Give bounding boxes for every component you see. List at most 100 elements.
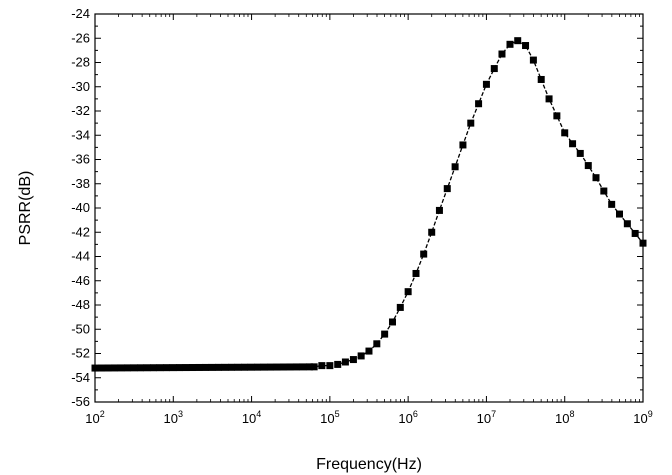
data-marker-dense xyxy=(98,364,105,372)
data-marker xyxy=(600,187,608,195)
y-tick-label: -40 xyxy=(71,200,90,215)
x-tick-label: 102 xyxy=(85,409,104,426)
data-marker xyxy=(420,250,428,258)
y-axis-ticks: -24 -26 -28 -30 -32 -34 -36 -38 -40 -42 -44 -46 -48 -… xyxy=(71,6,643,409)
y-tick-label: -54 xyxy=(71,370,90,385)
data-marker xyxy=(412,269,420,277)
y-tick-label: -36 xyxy=(71,152,90,167)
data-marker-dense xyxy=(176,364,183,372)
data-marker xyxy=(584,162,592,170)
data-marker xyxy=(490,65,498,73)
y-tick-label: -50 xyxy=(71,321,90,336)
data-marker xyxy=(467,119,475,127)
x-tick-label: 108 xyxy=(555,409,574,426)
data-marker-dense xyxy=(130,364,138,372)
data-marker-dense xyxy=(117,364,125,372)
data-marker xyxy=(475,100,483,108)
data-marker-dense xyxy=(228,363,235,371)
data-marker-dense xyxy=(182,364,190,372)
y-tick-label: -32 xyxy=(71,103,90,118)
data-marker xyxy=(365,347,373,355)
data-marker-dense xyxy=(234,363,242,371)
data-marker xyxy=(357,352,365,360)
data-marker-dense xyxy=(169,364,177,372)
data-marker xyxy=(553,112,561,120)
data-marker xyxy=(529,56,537,64)
data-marker-dense xyxy=(202,363,209,371)
y-tick-label: -34 xyxy=(71,127,90,142)
x-tick-label: 109 xyxy=(633,409,652,426)
data-marker xyxy=(451,163,459,171)
y-tick-label: -30 xyxy=(71,79,90,94)
series-psrr xyxy=(91,37,647,372)
data-marker-dense xyxy=(247,363,255,371)
data-marker xyxy=(318,362,326,370)
data-marker-dense xyxy=(143,364,151,372)
data-marker-dense xyxy=(215,363,222,371)
y-tick-label: -48 xyxy=(71,297,90,312)
data-marker xyxy=(608,200,616,208)
data-marker-dense xyxy=(104,364,112,372)
data-marker xyxy=(396,303,404,311)
y-tick-label: -42 xyxy=(71,224,90,239)
data-marker xyxy=(623,220,631,228)
data-marker xyxy=(373,340,381,348)
data-marker-dense xyxy=(293,363,300,371)
data-marker-dense xyxy=(137,364,144,372)
data-marker xyxy=(631,229,639,237)
x-axis-title: Frequency(Hz) xyxy=(316,456,422,473)
data-marker xyxy=(616,210,624,218)
data-marker-dense xyxy=(124,364,131,372)
data-marker xyxy=(435,206,443,214)
data-marker-dense xyxy=(241,363,248,371)
data-marker-dense xyxy=(163,364,170,372)
data-marker-dense xyxy=(267,363,274,371)
data-marker xyxy=(310,363,318,371)
data-marker xyxy=(381,330,389,338)
data-marker xyxy=(428,228,436,236)
data-marker-dense xyxy=(91,364,99,372)
data-marker-dense xyxy=(280,363,287,371)
data-marker xyxy=(576,149,584,157)
data-marker xyxy=(443,185,451,193)
data-marker-dense xyxy=(189,364,196,372)
data-marker xyxy=(388,318,396,326)
y-tick-label: -38 xyxy=(71,176,90,191)
data-marker xyxy=(514,37,522,45)
plot-area-frame xyxy=(94,13,644,403)
data-marker xyxy=(522,42,530,50)
data-marker xyxy=(561,129,569,137)
x-tick-label: 106 xyxy=(398,409,417,426)
y-tick-label: -56 xyxy=(71,394,90,409)
x-tick-label: 104 xyxy=(242,409,261,426)
data-marker-dense xyxy=(208,363,216,371)
data-marker xyxy=(482,80,490,88)
data-marker-dense xyxy=(150,364,157,372)
data-marker xyxy=(506,40,514,48)
data-marker xyxy=(459,141,467,149)
y-tick-label: -26 xyxy=(71,30,90,45)
y-tick-label: -52 xyxy=(71,346,90,361)
data-marker-dense xyxy=(299,363,307,371)
data-marker xyxy=(545,95,553,103)
y-tick-label: -28 xyxy=(71,55,90,70)
y-tick-label: -44 xyxy=(71,249,90,264)
data-marker xyxy=(341,358,349,366)
data-marker xyxy=(349,356,357,364)
data-marker-dense xyxy=(221,363,229,371)
data-marker-dense xyxy=(273,363,281,371)
x-tick-label: 103 xyxy=(164,409,183,426)
data-marker xyxy=(537,75,545,83)
data-marker xyxy=(404,288,412,296)
data-marker-dense xyxy=(306,363,313,371)
data-marker-dense xyxy=(286,363,294,371)
y-axis-title: PSRR(dB) xyxy=(17,171,34,246)
data-marker-dense xyxy=(260,363,268,371)
data-marker-dense xyxy=(254,363,261,371)
data-marker-dense xyxy=(156,364,164,372)
data-marker xyxy=(569,140,577,148)
data-marker xyxy=(326,362,334,370)
x-tick-label: 107 xyxy=(477,409,496,426)
y-tick-label: -24 xyxy=(71,6,90,21)
